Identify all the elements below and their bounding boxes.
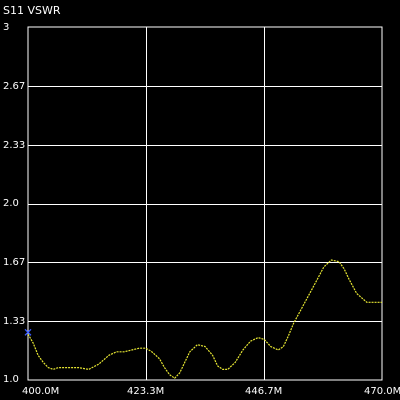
x-tick-label: 446.7M bbox=[245, 386, 283, 397]
y-tick-label: 1.0 bbox=[3, 374, 19, 385]
marker-icon bbox=[24, 328, 32, 336]
plot-frame bbox=[27, 26, 383, 381]
vswr-trace bbox=[27, 259, 382, 379]
x-tick-label: 423.3M bbox=[127, 386, 165, 397]
x-tick-label: 400.0M bbox=[22, 386, 60, 397]
y-tick-label: 3 bbox=[3, 22, 10, 33]
y-tick-label: 2.33 bbox=[3, 140, 26, 151]
y-tick-label: 2.67 bbox=[3, 81, 26, 92]
x-tick-label: 470.0M bbox=[364, 386, 400, 397]
y-tick-label: 1.67 bbox=[3, 257, 26, 268]
y-tick-label: 1.33 bbox=[3, 316, 26, 327]
y-tick-label: 2.0 bbox=[3, 198, 19, 209]
chart-title: S11 VSWR bbox=[3, 4, 61, 17]
